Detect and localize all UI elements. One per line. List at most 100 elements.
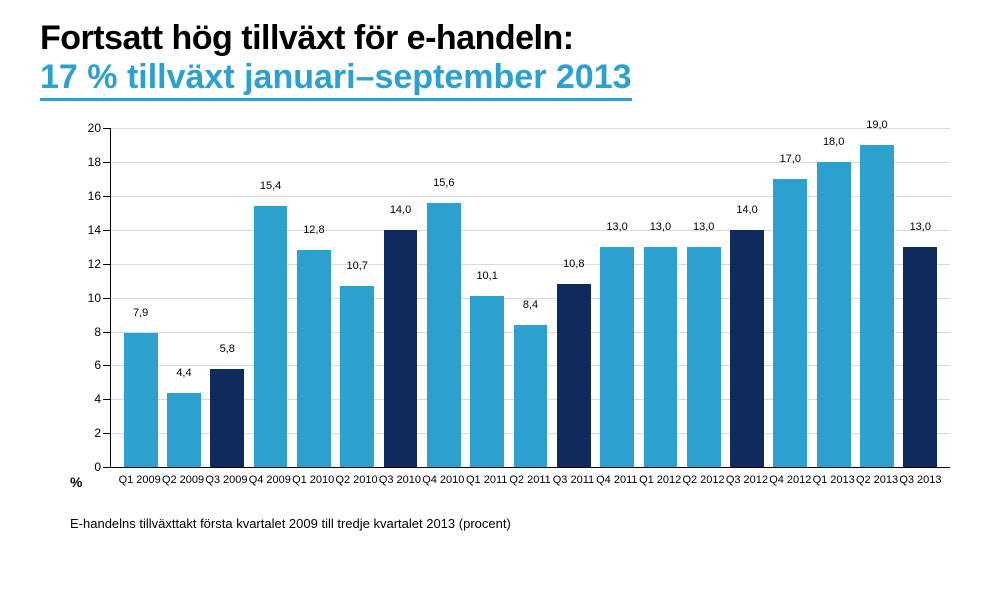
- y-tick: [103, 230, 111, 231]
- bar-slot: 19,0: [855, 128, 898, 467]
- y-tick: [103, 128, 111, 129]
- bar-slot: 10,1: [466, 128, 509, 467]
- bar-value-label: 13,0: [650, 221, 671, 233]
- bars-container: 7,9 4,4 5,8 15,4 12,8 10,7 14,0 15,6 10,1 8,4 10,8…: [111, 128, 950, 467]
- bar-value-label: 12,8: [303, 224, 324, 236]
- bar-slot: 5,8: [206, 128, 249, 467]
- growth-chart: % 7,9 4,4 5,8 15,4 12,8 10,7 14,0 15,6 10,1 8,4 10…: [70, 128, 950, 508]
- bar-slot: 17,0: [769, 128, 812, 467]
- y-tick: [103, 264, 111, 265]
- bar: [600, 247, 634, 467]
- bar-value-label: 14,0: [390, 204, 411, 216]
- bar: [557, 284, 591, 467]
- bar-value-label: 10,1: [476, 270, 497, 282]
- y-tick: [103, 433, 111, 434]
- y-tick: [103, 332, 111, 333]
- bar: [254, 206, 288, 467]
- y-tick-label: 18: [71, 155, 101, 169]
- bar-value-label: 19,0: [866, 119, 887, 131]
- bar: [514, 325, 548, 467]
- chart-caption: E-handelns tillväxttakt första kvartalet…: [70, 516, 942, 531]
- bar-value-label: 13,0: [693, 221, 714, 233]
- bar-value-label: 14,0: [736, 204, 757, 216]
- bar: [384, 230, 418, 467]
- bar-slot: 18,0: [812, 128, 855, 467]
- y-tick: [103, 399, 111, 400]
- bar: [730, 230, 764, 467]
- bar: [340, 286, 374, 467]
- plot-area: 7,9 4,4 5,8 15,4 12,8 10,7 14,0 15,6 10,1 8,4 10,8…: [110, 128, 950, 468]
- bar-slot: 14,0: [379, 128, 422, 467]
- bar-value-label: 7,9: [133, 307, 148, 319]
- y-tick-label: 4: [71, 392, 101, 406]
- bar-slot: 15,4: [249, 128, 292, 467]
- bar-slot: 13,0: [899, 128, 942, 467]
- bar-slot: 13,0: [682, 128, 725, 467]
- x-tick-label: Q2 2009: [161, 468, 204, 508]
- y-tick: [103, 162, 111, 163]
- bar: [644, 247, 678, 467]
- bar-value-label: 10,7: [347, 260, 368, 272]
- bar: [470, 296, 504, 467]
- x-tick-label: Q2 2010: [335, 468, 378, 508]
- bar-slot: 12,8: [292, 128, 335, 467]
- bar-value-label: 8,4: [523, 299, 538, 311]
- y-tick-label: 10: [71, 291, 101, 305]
- bar-value-label: 13,0: [910, 221, 931, 233]
- x-tick-label: Q2 2013: [855, 468, 898, 508]
- x-tick-label: Q3 2013: [899, 468, 942, 508]
- bar: [860, 145, 894, 467]
- x-tick-label: Q4 2009: [248, 468, 291, 508]
- y-tick-label: 0: [71, 460, 101, 474]
- x-tick-label: Q3 2009: [205, 468, 248, 508]
- bar-slot: 15,6: [422, 128, 465, 467]
- y-tick-label: 14: [71, 223, 101, 237]
- bar-value-label: 5,8: [220, 343, 235, 355]
- page: Fortsatt hög tillväxt för e-handeln: 17 …: [0, 0, 982, 606]
- x-tick-label: Q1 2012: [639, 468, 682, 508]
- x-tick-label: Q1 2010: [292, 468, 335, 508]
- bar-slot: 14,0: [725, 128, 768, 467]
- bar-slot: 13,0: [595, 128, 638, 467]
- bar-value-label: 18,0: [823, 136, 844, 148]
- x-tick-label: Q1 2013: [812, 468, 855, 508]
- bar: [297, 250, 331, 467]
- bar: [124, 333, 158, 467]
- bar: [427, 203, 461, 467]
- x-tick-label: Q3 2010: [378, 468, 421, 508]
- y-unit-label: %: [70, 474, 82, 490]
- bar-value-label: 15,6: [433, 177, 454, 189]
- y-tick-label: 12: [71, 257, 101, 271]
- y-tick-label: 8: [71, 325, 101, 339]
- bar-value-label: 17,0: [780, 153, 801, 165]
- bar: [773, 179, 807, 467]
- x-tick-label: Q1 2009: [118, 468, 161, 508]
- bar: [817, 162, 851, 467]
- bar-slot: 7,9: [119, 128, 162, 467]
- y-tick-label: 16: [71, 189, 101, 203]
- x-tick-label: Q4 2010: [422, 468, 465, 508]
- title-line1: Fortsatt hög tillväxt för e-handeln:: [40, 20, 942, 57]
- bar: [210, 369, 244, 467]
- x-tick-label: Q2 2011: [508, 468, 551, 508]
- bar: [687, 247, 721, 467]
- x-tick-label: Q2 2012: [682, 468, 725, 508]
- y-tick-label: 20: [71, 121, 101, 135]
- y-tick: [103, 196, 111, 197]
- bar: [167, 393, 201, 468]
- bar-slot: 10,7: [336, 128, 379, 467]
- bar-slot: 4,4: [162, 128, 205, 467]
- bar-value-label: 10,8: [563, 258, 584, 270]
- x-tick-label: Q1 2011: [465, 468, 508, 508]
- bar-value-label: 15,4: [260, 180, 281, 192]
- title-line2-text: 17 % tillväxt januari–september 2013: [40, 58, 632, 101]
- y-tick-label: 2: [71, 426, 101, 440]
- bar-slot: 8,4: [509, 128, 552, 467]
- x-tick-label: Q3 2011: [552, 468, 595, 508]
- bar-value-label: 4,4: [176, 367, 191, 379]
- x-tick-label: Q3 2012: [725, 468, 768, 508]
- x-tick-label: Q4 2012: [769, 468, 812, 508]
- bar-slot: 10,8: [552, 128, 595, 467]
- bar-value-label: 13,0: [606, 221, 627, 233]
- y-tick: [103, 298, 111, 299]
